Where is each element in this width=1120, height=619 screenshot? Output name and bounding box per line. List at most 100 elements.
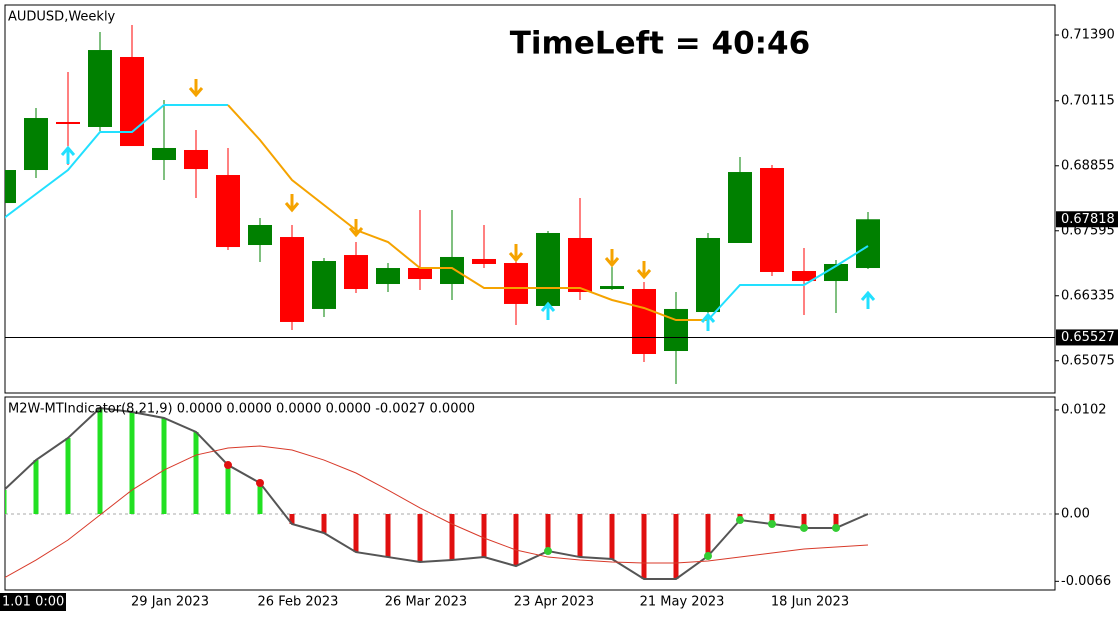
candle-body (5, 170, 16, 204)
trail-line (227, 104, 708, 322)
candle-body (440, 256, 464, 285)
price-box (1056, 329, 1118, 346)
candle-body (696, 237, 720, 313)
histogram-bar (481, 514, 487, 558)
histogram-bar (545, 514, 551, 552)
buy-arrow (540, 301, 556, 320)
candle-body (376, 268, 400, 285)
candle-body (856, 219, 880, 269)
buy-arrow (860, 290, 876, 309)
candle-body (824, 263, 848, 282)
candle-body (600, 286, 624, 290)
candle-body (216, 175, 240, 248)
buy-arrow (700, 312, 716, 331)
sell-arrow (604, 249, 620, 268)
y-tick-label: 0.68855 (1061, 158, 1115, 173)
y-tick-label: 0.65075 (1061, 353, 1115, 368)
histogram-bar (641, 514, 647, 579)
candle-body (248, 224, 272, 246)
histogram-bar (705, 514, 711, 557)
time-left: TimeLeft = 40:46 (510, 26, 810, 62)
histogram-bar (609, 514, 615, 559)
indicator-plot (5, 406, 1055, 580)
histogram-bar (769, 514, 775, 525)
histogram-bar (577, 514, 583, 558)
signal-line (5, 445, 869, 578)
cursor-label: 1.01 0:00 (2, 595, 64, 610)
x-tick-label: 21 May 2023 (640, 595, 725, 610)
cursor-box (0, 593, 66, 611)
candle-body (632, 289, 656, 355)
histogram-bar (225, 465, 231, 515)
histogram-bar (417, 514, 423, 563)
candle-body (24, 118, 48, 171)
x-tick-label: 26 Mar 2023 (385, 595, 467, 610)
sell-arrow (348, 218, 364, 238)
histogram-bar (65, 438, 71, 515)
sell-arrow (508, 244, 524, 263)
main-plot (5, 25, 1055, 384)
candle-body (280, 237, 304, 322)
candle-body (152, 147, 176, 161)
y-tick-label: 0.00 (1061, 507, 1090, 522)
buy-arrow (60, 145, 76, 165)
dot (256, 478, 264, 487)
dot (800, 523, 808, 532)
histogram-bar (161, 418, 167, 515)
histogram-line (5, 406, 869, 580)
y-tick-label: 0.66335 (1061, 288, 1115, 303)
histogram-bar (449, 514, 455, 561)
x-tick-label: 26 Feb 2023 (258, 595, 339, 610)
price-label: 0.67818 (1061, 212, 1115, 227)
y-tick-label: -0.0066 (1061, 574, 1111, 589)
histogram-bar (385, 514, 391, 558)
sell-arrow (284, 194, 300, 213)
histogram-bar (673, 514, 679, 579)
x-tick-label: 29 Jan 2023 (131, 595, 209, 610)
candle-body (792, 271, 816, 282)
indicator-title: M2W-MTIndicator(8,21,9) 0.0000 0.0000 0.… (8, 402, 475, 417)
candle-body (472, 258, 496, 264)
histogram-bar (193, 431, 199, 515)
dot (704, 552, 712, 561)
candle-body (760, 167, 784, 272)
candle-body (536, 232, 560, 306)
candle-body (408, 268, 432, 280)
candle-body (728, 172, 752, 243)
candle-body (88, 50, 112, 127)
histogram-bar (353, 514, 359, 553)
histogram-bar (33, 460, 39, 515)
histogram-bar (321, 514, 327, 533)
sell-arrow (188, 78, 204, 98)
candle-body (56, 121, 80, 124)
y-tick-label: 0.70115 (1061, 93, 1115, 108)
histogram-bar (801, 514, 807, 528)
dot (768, 520, 776, 529)
chart-title: AUDUSD,Weekly (8, 10, 116, 25)
candle-body (664, 308, 688, 352)
candle-body (568, 237, 592, 293)
histogram-bar (833, 514, 839, 528)
y-tick-label: 0.0102 (1061, 402, 1107, 417)
histogram-bar (5, 490, 7, 515)
x-tick-label: 18 Jun 2023 (771, 595, 849, 610)
candle-body (184, 149, 208, 170)
histogram-bar (97, 408, 103, 515)
axes: 0.713900.701150.688550.675950.663350.650… (131, 28, 1118, 610)
histogram-bar (289, 514, 295, 525)
sell-arrow (636, 260, 652, 280)
price-box (1056, 211, 1118, 228)
y-tick-label: 0.71390 (1061, 28, 1115, 43)
candle-body (504, 263, 528, 304)
dot (736, 516, 744, 525)
histogram-bar (129, 411, 135, 515)
candle-body (344, 255, 368, 290)
dot (544, 547, 552, 556)
dot (224, 461, 232, 470)
price-label: 0.65527 (1061, 330, 1115, 345)
x-tick-label: 23 Apr 2023 (514, 595, 594, 610)
dot (832, 523, 840, 532)
histogram-bar (257, 482, 263, 515)
histogram-bar (513, 514, 519, 567)
